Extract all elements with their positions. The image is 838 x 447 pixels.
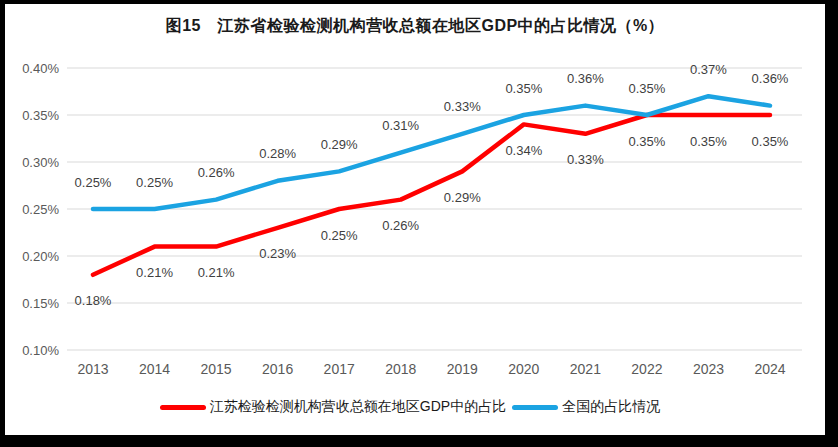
data-label: 0.25% (321, 228, 358, 243)
y-axis-tick-label: 0.40% (22, 61, 59, 76)
line-chart-plot-area: 0.10% 0.15% 0.20% 0.25% 0.30% 0.35% 0.40% 2013 2… (0, 0, 838, 447)
data-label: 0.35% (628, 134, 665, 149)
y-axis-tick-label: 0.25% (22, 202, 59, 217)
data-label: 0.33% (567, 152, 604, 167)
y-axis-tick-label: 0.30% (22, 155, 59, 170)
legend-item-jiangsu: 江苏检验检测机构营收总额在地区GDP中的占比 (160, 398, 506, 416)
legend-label-jiangsu: 江苏检验检测机构营收总额在地区GDP中的占比 (210, 398, 506, 416)
x-axis-tick-label: 2021 (570, 361, 601, 377)
x-axis-tick-label: 2016 (262, 361, 293, 377)
data-label: 0.36% (567, 71, 604, 86)
x-axis-tick-label: 2015 (201, 361, 232, 377)
legend-item-national: 全国的占比情况 (512, 398, 660, 416)
data-label: 0.21% (136, 265, 173, 280)
x-axis-tick-label: 2020 (508, 361, 539, 377)
legend-label-national: 全国的占比情况 (562, 398, 660, 416)
y-axis-tick-label: 0.10% (22, 343, 59, 358)
x-axis-tick-label: 2022 (631, 361, 662, 377)
data-label: 0.28% (259, 146, 296, 161)
data-label: 0.36% (752, 71, 789, 86)
data-label: 0.29% (321, 137, 358, 152)
y-axis-tick-label: 0.15% (22, 296, 59, 311)
data-label: 0.35% (628, 81, 665, 96)
x-axis-tick-label: 2018 (385, 361, 416, 377)
data-label: 0.26% (382, 218, 419, 233)
data-label: 0.35% (752, 134, 789, 149)
data-label: 0.35% (505, 81, 542, 96)
y-axis-tick-label: 0.20% (22, 249, 59, 264)
data-label: 0.34% (505, 143, 542, 158)
data-label: 0.25% (75, 175, 112, 190)
x-axis-tick-label: 2024 (754, 361, 785, 377)
y-axis-tick-label: 0.35% (22, 108, 59, 123)
data-label: 0.37% (690, 62, 727, 77)
data-label: 0.21% (198, 265, 235, 280)
series-line-jiangsu (93, 115, 770, 275)
x-axis-tick-label: 2014 (139, 361, 170, 377)
data-label: 0.23% (259, 246, 296, 261)
data-label: 0.29% (444, 190, 481, 205)
x-axis-tick-label: 2023 (693, 361, 724, 377)
data-label: 0.25% (136, 175, 173, 190)
x-axis-tick-label: 2017 (324, 361, 355, 377)
x-axis-tick-label: 2013 (77, 361, 108, 377)
data-label: 0.33% (444, 99, 481, 114)
data-label: 0.26% (198, 165, 235, 180)
data-label: 0.35% (690, 134, 727, 149)
legend: 江苏检验检测机构营收总额在地区GDP中的占比 全国的占比情况 (5, 398, 815, 416)
screenshot-frame: 图15 江苏省检验检测机构营收总额在地区GDP中的占比情况（%） 0.10%0.… (0, 0, 838, 447)
legend-line-marker-national (512, 405, 558, 410)
data-label: 0.18% (75, 293, 112, 308)
x-axis-tick-label: 2019 (447, 361, 478, 377)
legend-line-marker-jiangsu (160, 405, 206, 410)
data-label: 0.31% (382, 118, 419, 133)
